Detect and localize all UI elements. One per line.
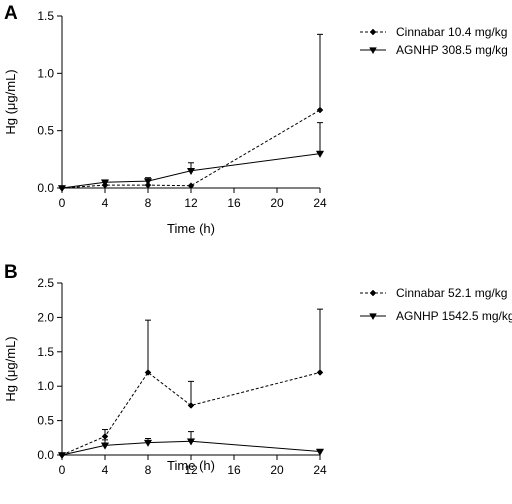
y-axis-title: Hg (μg/mL) <box>3 336 18 401</box>
legend-label: AGNHP 308.5 mg/kg <box>396 43 508 57</box>
x-tick-label: 0 <box>59 196 66 210</box>
y-tick-label: 0.0 <box>37 448 54 462</box>
x-tick-label: 24 <box>313 196 327 210</box>
legend-marker <box>369 313 377 321</box>
panel-letter: A <box>4 3 18 24</box>
y-tick-label: 0.5 <box>37 414 54 428</box>
x-tick-label: 12 <box>184 196 198 210</box>
data-point-marker <box>101 433 109 440</box>
legend-entry: Cinnabar 10.4 mg/kg <box>360 25 507 39</box>
x-tick-label: 16 <box>227 196 241 210</box>
panel-a: A 0 4 8 12 16 20 24 0.0 0.5 1.0 1.5 Time (h) Hg (μg/… <box>3 3 508 236</box>
x-tick-label: 0 <box>59 463 66 477</box>
y-tick-label: 2.5 <box>37 276 54 290</box>
y-tick-label: 0.5 <box>37 124 54 138</box>
legend-entry: AGNHP 1542.5 mg/kg <box>360 309 512 323</box>
x-tick-label: 20 <box>270 196 284 210</box>
legend-marker <box>369 28 377 36</box>
x-tick-label: 4 <box>102 463 109 477</box>
data-point-marker <box>186 438 196 446</box>
data-point-marker <box>315 150 325 158</box>
x-tick-label: 4 <box>102 196 109 210</box>
x-tick-label: 16 <box>227 463 241 477</box>
legend-entry: AGNHP 308.5 mg/kg <box>360 43 508 57</box>
x-axis-title: Time (h) <box>167 458 215 473</box>
series-2 <box>57 431 325 460</box>
y-tick-label: 2.0 <box>37 310 54 324</box>
data-point-marker <box>316 106 324 114</box>
legend-marker <box>369 289 377 297</box>
series-line <box>61 371 321 456</box>
x-tick-label: 12 <box>184 463 198 477</box>
data-point-marker <box>57 185 67 193</box>
y-tick-label: 0.0 <box>37 181 54 195</box>
legend-label: AGNHP 1542.5 mg/kg <box>396 309 512 323</box>
x-tick-label: 8 <box>145 463 152 477</box>
x-tick-label: 24 <box>313 463 327 477</box>
series-line <box>61 109 321 189</box>
legend-marker <box>369 47 377 55</box>
legend-label: Cinnabar 52.1 mg/kg <box>396 286 507 300</box>
data-point-marker <box>100 442 110 450</box>
data-point-marker <box>144 369 152 376</box>
data-point-marker <box>187 402 195 409</box>
x-axis-title: Time (h) <box>167 221 215 236</box>
series-2 <box>57 122 325 193</box>
data-point-marker <box>100 179 110 187</box>
data-point-marker <box>186 167 196 176</box>
x-tick-label: 8 <box>145 196 152 210</box>
legend-label: Cinnabar 10.4 mg/kg <box>396 25 507 39</box>
data-point-marker <box>315 448 325 456</box>
legend-entry: Cinnabar 52.1 mg/kg <box>360 286 507 300</box>
panel-b: B 0 4 8 12 16 20 24 0.0 0.5 1.0 1.5 2.0 2.5 Time (h) H… <box>3 262 512 477</box>
data-point-marker <box>57 452 67 460</box>
data-point-marker <box>143 178 153 186</box>
y-tick-label: 1.0 <box>37 66 54 80</box>
data-point-marker <box>143 439 153 447</box>
y-tick-label: 1.5 <box>37 9 54 23</box>
y-axis-title: Hg (μg/mL) <box>3 69 18 134</box>
data-point-marker <box>187 182 195 190</box>
data-point-marker <box>316 369 324 376</box>
x-tick-label: 20 <box>270 463 284 477</box>
y-tick-label: 1.5 <box>37 345 54 359</box>
panel-letter: B <box>4 262 18 283</box>
y-tick-label: 1.0 <box>37 379 54 393</box>
